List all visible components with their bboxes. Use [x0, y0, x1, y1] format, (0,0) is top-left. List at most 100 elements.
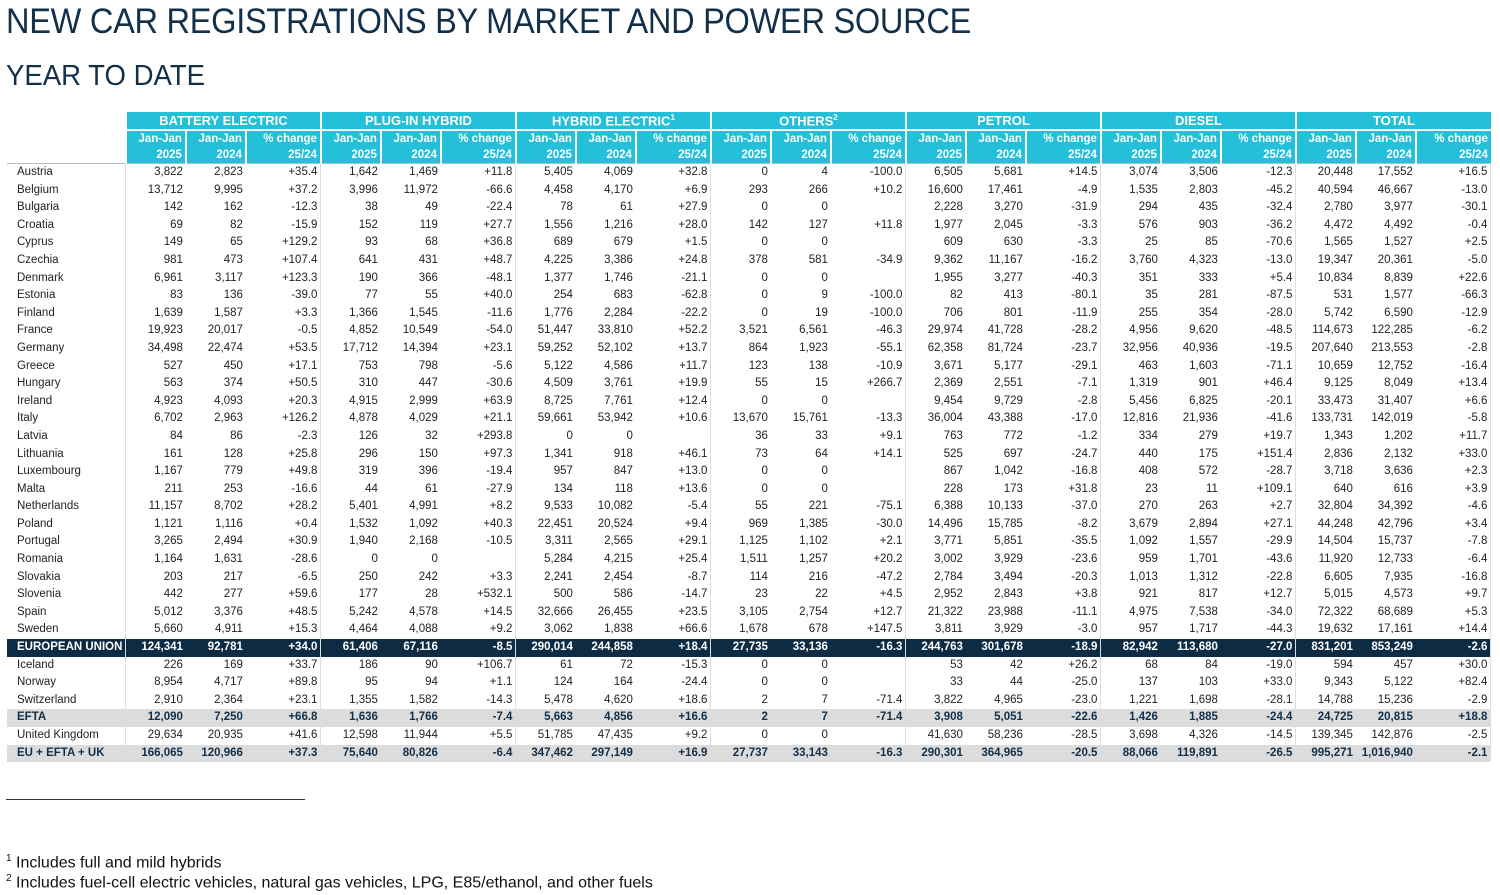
- pct-change-cell: -16.8: [1025, 463, 1102, 481]
- registrations-cell: 4,215: [604, 553, 633, 566]
- column-header: 25/24: [1219, 147, 1296, 164]
- country-name: Latvia: [7, 427, 127, 446]
- registrations-cell: 995,271: [1295, 744, 1356, 763]
- registrations-cell: 175: [1198, 447, 1218, 460]
- pct-change-cell: +30.0: [1415, 656, 1492, 675]
- column-header: 2025: [709, 147, 771, 164]
- registrations-cell: 3,929: [994, 553, 1023, 566]
- pct-change-cell: +13.7: [635, 339, 712, 358]
- pct-change-cell: -28.5: [1025, 727, 1102, 745]
- registrations-cell: 1,102: [799, 535, 828, 548]
- registrations-cell: 0: [431, 553, 438, 566]
- registrations-cell: 27,735: [710, 639, 771, 657]
- registrations-cell: 3,265: [154, 535, 183, 548]
- pct-change-cell: -37.0: [1025, 498, 1102, 516]
- table-row: France 19,923 20,017 -0.5 4,852 10,549 -54.0 51…: [7, 322, 1492, 340]
- registrations-cell: 5,851: [994, 535, 1023, 548]
- column-header: 2024: [184, 147, 246, 164]
- registrations-cell: 7: [770, 709, 831, 727]
- registrations-cell: 435: [1198, 201, 1218, 214]
- registrations-cell: 46,667: [1377, 183, 1413, 196]
- registrations-cell: 4,464: [349, 623, 378, 636]
- registrations-cell: 5,456: [1129, 394, 1158, 407]
- table-row: Italy 6,702 2,963 +126.2 4,878 4,029 +21.1 59,6…: [7, 410, 1492, 428]
- registrations-cell: 1,678: [739, 623, 768, 636]
- registrations-cell: 2,454: [604, 570, 633, 583]
- table-row: Latvia 84 86 -2.3 126 32 +293.8 0 0 36 33 +9.1 763 77…: [7, 427, 1492, 446]
- pct-change-cell: +3.4: [1415, 515, 1492, 534]
- registrations-cell: 0: [821, 482, 828, 495]
- pct-change-cell: +3.8: [1025, 586, 1102, 604]
- registrations-cell: 20,935: [207, 729, 243, 741]
- registrations-cell: 366: [418, 271, 438, 284]
- registrations-cell: 1,092: [409, 517, 438, 530]
- pct-change-cell: -40.3: [1025, 269, 1102, 288]
- pct-change-cell: +18.6: [635, 691, 712, 710]
- registrations-cell: 0: [821, 236, 828, 249]
- registrations-cell: 44: [1010, 676, 1023, 689]
- registrations-cell: 4,069: [575, 162, 636, 182]
- pct-change-cell: -87.5: [1220, 287, 1297, 305]
- group-header: PETROL: [904, 112, 1101, 131]
- pct-change-cell: -22.2: [635, 304, 712, 323]
- pct-change-cell: +97.3: [440, 445, 517, 464]
- pct-change-cell: +63.9: [440, 392, 517, 411]
- registrations-cell: 3,376: [214, 605, 243, 618]
- pct-change-cell: -3.3: [1025, 234, 1102, 252]
- pct-change-cell: +19.7: [1220, 427, 1297, 446]
- registrations-cell: 2,843: [994, 588, 1023, 601]
- pct-change-cell: -7.4: [440, 709, 517, 727]
- pct-change-cell: -19.0: [1220, 656, 1297, 675]
- eu-total-row: EUROPEAN UNION 124,341 92,781 +34.0 61,406 67…: [7, 639, 1492, 657]
- country-name: Croatia: [7, 216, 127, 235]
- registrations-cell: 136: [223, 289, 243, 302]
- registrations-cell: 1,385: [799, 517, 828, 530]
- registrations-cell: 82: [950, 289, 963, 302]
- column-header: 2025: [514, 147, 576, 164]
- registrations-cell: 164: [613, 676, 633, 689]
- pct-change-cell: -2.8: [1415, 339, 1492, 358]
- pct-change-cell: +14.4: [1415, 621, 1492, 640]
- registrations-cell: 1,216: [604, 218, 633, 231]
- registrations-cell: 4,225: [544, 253, 573, 266]
- pct-change-cell: -11.9: [1025, 304, 1102, 323]
- registrations-cell: 69: [170, 218, 183, 231]
- registrations-cell: 1,977: [934, 218, 963, 231]
- registrations-cell: 5,122: [1384, 676, 1413, 689]
- registrations-cell: 142: [748, 218, 768, 231]
- registrations-cell: 31,407: [1377, 394, 1413, 407]
- pct-change-cell: -4.6: [1415, 498, 1492, 516]
- registrations-cell: 281: [1198, 289, 1218, 302]
- country-name: Spain: [7, 603, 127, 622]
- registrations-cell: 1,955: [934, 271, 963, 284]
- pct-change-cell: +9.7: [1415, 586, 1492, 604]
- column-header: % change: [1024, 130, 1101, 147]
- pct-change-cell: -44.3: [1220, 621, 1297, 640]
- registrations-cell: 53,942: [597, 412, 633, 425]
- pct-change-cell: -31.9: [1025, 199, 1102, 217]
- registrations-cell: 1,603: [1189, 359, 1218, 372]
- pct-change-cell: +23.1: [440, 339, 517, 358]
- registrations-cell: 33: [950, 676, 963, 689]
- pct-change-cell: +266.7: [830, 375, 907, 393]
- pct-change-cell: +33.0: [1220, 674, 1297, 692]
- registrations-cell: 2,894: [1189, 517, 1218, 530]
- registrations-cell: 20,524: [597, 517, 633, 530]
- pct-change-cell: -75.1: [830, 498, 907, 516]
- registrations-cell: 10,133: [987, 500, 1023, 513]
- registrations-cell: 706: [943, 306, 963, 319]
- registrations-cell: 1,116: [215, 517, 243, 530]
- registrations-cell: 120,966: [185, 744, 246, 763]
- registrations-cell: 581: [808, 253, 828, 266]
- pct-change-cell: -30.0: [830, 515, 907, 534]
- registrations-cell: 2,754: [799, 605, 828, 618]
- pct-change-cell: -80.1: [1025, 287, 1102, 305]
- registrations-cell: 0: [761, 289, 768, 302]
- registrations-cell: 2,803: [1189, 183, 1218, 196]
- registrations-cell: 5,122: [544, 359, 573, 372]
- registrations-cell: 19,923: [147, 324, 183, 337]
- registrations-cell: 0: [761, 658, 768, 671]
- registrations-cell: 82,942: [1100, 639, 1161, 657]
- pct-change-cell: +59.6: [245, 586, 322, 604]
- group-header: PLUG-IN HYBRID: [319, 112, 516, 131]
